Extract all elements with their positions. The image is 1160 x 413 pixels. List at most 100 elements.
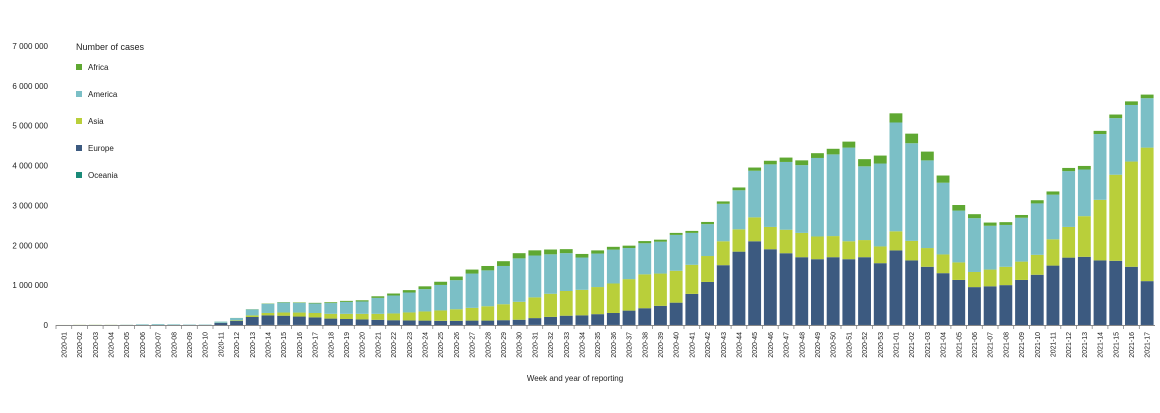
bar-africa-2020-36 [606, 246, 620, 250]
legend-swatch-europe [76, 145, 82, 151]
bar-europe-2020-24 [418, 320, 432, 325]
bar-asia-2020-15 [277, 312, 291, 316]
x-tick-label: 2020-12 [234, 332, 241, 358]
bar-asia-2021-02 [905, 240, 919, 261]
x-tick-label: 2020-18 [328, 332, 335, 358]
y-tick-label: 6 000 000 [12, 82, 48, 91]
bar-america-2020-22 [387, 295, 400, 314]
bar-africa-2020-45 [748, 167, 762, 171]
bar-america-2020-06 [135, 324, 149, 325]
x-tick-label: 2020-46 [768, 332, 775, 358]
legend-swatch-africa [76, 64, 82, 70]
bar-stack-2020-18 [324, 302, 338, 325]
bar-europe-2020-45 [748, 241, 762, 325]
bar-europe-2020-36 [606, 312, 620, 325]
bar-asia-2021-14 [1093, 199, 1107, 261]
x-tick-label: 2020-26 [454, 332, 461, 358]
bar-stack-2020-08 [167, 324, 181, 325]
bar-europe-2020-39 [654, 305, 667, 325]
bar-stack-2020-21 [371, 296, 385, 325]
bar-africa-2021-06 [968, 214, 981, 219]
x-tick-label: 2020-07 [156, 332, 163, 358]
bar-europe-2020-48 [795, 257, 809, 325]
bar-asia-2020-42 [701, 256, 714, 282]
bar-america-2021-13 [1077, 169, 1091, 217]
bar-stack-2020-42 [701, 221, 714, 325]
bar-asia-2020-46 [763, 226, 777, 250]
bar-stack-2021-14 [1093, 130, 1107, 325]
bar-africa-2020-49 [811, 153, 824, 158]
bar-asia-2020-30 [512, 301, 526, 320]
x-tick-label: 2020-50 [831, 332, 838, 358]
bar-stack-2021-08 [999, 222, 1013, 325]
bar-europe-2020-47 [779, 253, 793, 325]
bar-america-2021-14 [1093, 134, 1107, 200]
x-tick-label: 2020-05 [124, 332, 131, 358]
bar-america-2020-15 [277, 302, 291, 313]
bar-europe-2021-04 [936, 273, 950, 325]
y-tick-label: 7 000 000 [12, 42, 48, 51]
bar-europe-2021-10 [1030, 274, 1044, 325]
bar-africa-2020-42 [701, 221, 714, 225]
bar-europe-2020-46 [763, 249, 777, 325]
bar-stack-2021-16 [1125, 101, 1138, 325]
x-tick-label: 2020-04 [108, 332, 115, 358]
x-tick-label: 2021-05 [956, 332, 963, 358]
bar-europe-2021-05 [952, 279, 966, 325]
bar-america-2020-38 [638, 243, 652, 275]
bar-america-2020-26 [449, 280, 463, 310]
bar-europe-2020-12 [230, 321, 243, 325]
x-tick-label: 2020-35 [595, 332, 602, 358]
bar-stack-2021-09 [1015, 214, 1028, 325]
bar-stack-2020-48 [795, 160, 809, 325]
x-tick-label: 2020-36 [611, 332, 618, 358]
bar-europe-2020-17 [308, 317, 322, 325]
bar-america-2020-28 [481, 270, 495, 307]
legend: Number of cases Africa America Asia Europe O… [76, 42, 145, 180]
bar-stack-2021-04 [936, 175, 950, 325]
x-tick-label: 2021-16 [1129, 332, 1136, 358]
bar-europe-2021-15 [1109, 260, 1123, 325]
bar-europe-2020-51 [842, 259, 856, 325]
x-tick-label: 2020-15 [281, 332, 288, 358]
bar-america-2020-49 [811, 157, 824, 237]
bar-europe-2021-17 [1140, 281, 1154, 325]
legend-swatch-oceania [76, 172, 82, 178]
x-tick-label: 2020-10 [203, 332, 210, 358]
bar-asia-2020-40 [669, 270, 683, 303]
x-tick-label: 2020-25 [438, 332, 445, 358]
bar-asia-2020-19 [340, 313, 353, 319]
bar-asia-2020-48 [795, 232, 809, 258]
bar-africa-2020-50 [826, 148, 840, 155]
x-tick-label: 2020-45 [752, 332, 759, 358]
bar-america-2020-41 [685, 232, 699, 265]
bar-america-2020-36 [606, 249, 620, 284]
bar-america-2020-42 [701, 224, 714, 257]
x-tick-label: 2021-10 [1035, 332, 1042, 358]
bar-america-2020-48 [795, 165, 809, 233]
bar-asia-2020-37 [622, 279, 636, 311]
bar-africa-2021-03 [920, 151, 934, 161]
legend-swatch-asia [76, 118, 82, 124]
bar-asia-2020-44 [732, 229, 746, 252]
bar-africa-2020-27 [465, 269, 479, 274]
bar-asia-2020-26 [449, 309, 463, 321]
bar-asia-2020-39 [654, 273, 667, 306]
x-tick-label: 2020-24 [422, 332, 429, 358]
x-tick-label: 2021-08 [1003, 332, 1010, 358]
bar-america-2020-45 [748, 170, 762, 218]
bar-stack-2020-33 [559, 249, 573, 325]
bar-africa-2020-39 [654, 239, 667, 242]
bar-europe-2020-40 [669, 302, 683, 325]
bar-asia-2020-41 [685, 264, 699, 294]
x-tick-label: 2020-31 [532, 332, 539, 358]
bar-africa-2020-47 [779, 157, 793, 162]
x-tick-label: 2020-16 [297, 332, 304, 358]
x-tick-label: 2021-12 [1066, 332, 1073, 358]
x-tick-label: 2020-09 [187, 332, 194, 358]
bar-asia-2020-49 [811, 236, 824, 260]
bar-asia-2020-31 [528, 297, 542, 319]
bar-america-2021-08 [999, 224, 1013, 267]
x-tick-label: 2021-06 [972, 332, 979, 358]
x-tick-label: 2020-37 [627, 332, 634, 358]
